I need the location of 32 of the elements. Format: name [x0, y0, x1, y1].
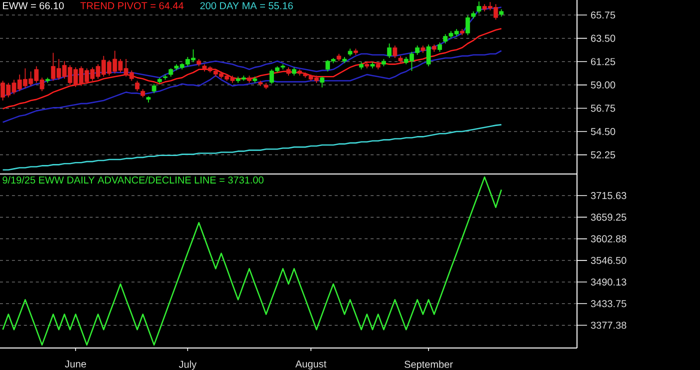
candlestick [135, 80, 140, 92]
y-tick-label: 3433.75 [590, 300, 626, 308]
y-tick-label: 3546.50 [590, 256, 626, 264]
y-tick-label: 3602.88 [590, 235, 626, 242]
y-tick-label: 61.25 [591, 58, 616, 66]
annotation: EWW = 66.10 [3, 2, 64, 10]
x-tick-label: September [404, 360, 453, 370]
x-tick-label: August [295, 360, 326, 370]
y-tick-label: 63.50 [591, 34, 616, 42]
y-tick-label: 3377.38 [590, 322, 626, 329]
candlestick [387, 43, 392, 58]
text: TREND PIVOT = 64.44 [80, 2, 184, 10]
candlestick [152, 83, 156, 94]
y-tick-label: 56.75 [590, 104, 616, 112]
candlestick [476, 1, 482, 14]
candlestick [320, 76, 324, 88]
y-tick-label: 52.25 [590, 151, 616, 158]
text: 200 DAY MA = 55.16 [200, 2, 293, 10]
x-tick-label: June [64, 360, 86, 368]
y-tick-label: 3715.63 [590, 192, 626, 200]
y-tick-label: 65.75 [591, 11, 616, 19]
y-tick-label: 59.00 [590, 81, 616, 88]
candlestick [426, 44, 431, 67]
y-tick-label: 3659.25 [590, 214, 626, 221]
candlestick [466, 15, 470, 36]
x-tick-label: July [178, 360, 197, 370]
candlestick [415, 45, 420, 56]
y-tick-label: 54.50 [590, 128, 616, 136]
y-tick-label: 3490.13 [590, 278, 626, 286]
text: 9/19/25 EWW DAILY ADVANCE/DECLINE LINE = 3731.00 [2, 176, 264, 184]
candlestick [392, 45, 398, 58]
candlestick [438, 42, 442, 52]
